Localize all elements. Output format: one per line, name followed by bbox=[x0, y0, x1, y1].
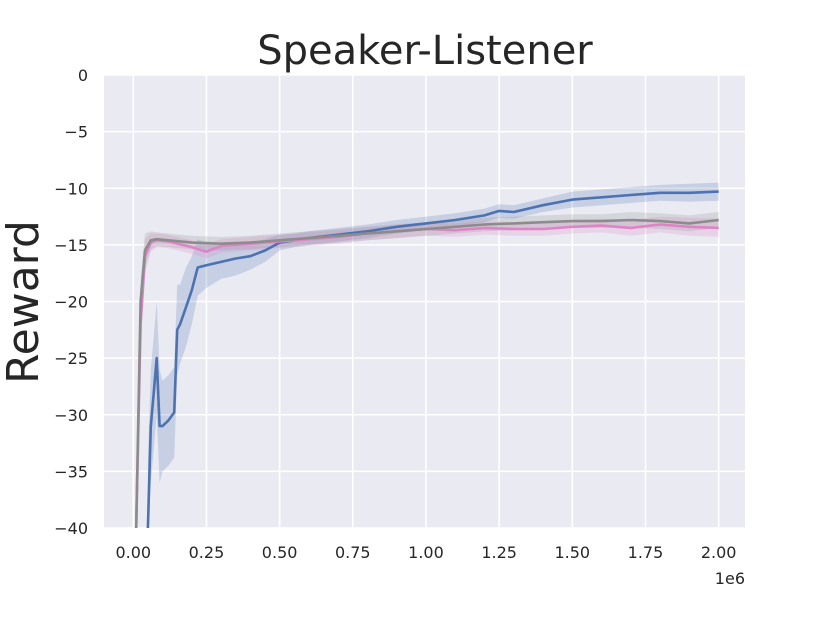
x-offset-label: 1e6 bbox=[715, 569, 745, 588]
y-tick-label: 0 bbox=[78, 66, 88, 85]
chart-title: Speaker-Listener bbox=[257, 28, 593, 74]
grid bbox=[104, 74, 745, 529]
y-tick-label: −30 bbox=[54, 406, 88, 425]
x-tick-label: 1.25 bbox=[481, 543, 517, 562]
series-line-3 bbox=[134, 218, 719, 529]
y-tick-label: −20 bbox=[54, 293, 88, 312]
y-tick-label: −5 bbox=[64, 123, 88, 142]
x-tick-label: 1.00 bbox=[408, 543, 444, 562]
y-tick-labels: 0 −5 −10 −15 −20 −25 −30 −35 −40 bbox=[54, 66, 88, 538]
y-tick-label: −10 bbox=[54, 179, 88, 198]
y-tick-label: −15 bbox=[54, 236, 88, 255]
y-axis-label: Reward bbox=[0, 220, 49, 384]
y-tick-label: −40 bbox=[54, 519, 88, 538]
x-tick-label: 0.75 bbox=[335, 543, 371, 562]
x-tick-label: 0.50 bbox=[262, 543, 298, 562]
x-tick-labels: 0.00 0.25 0.50 0.75 1.00 1.25 1.50 1.75 2.00 bbox=[115, 543, 736, 562]
y-tick-label: −25 bbox=[54, 349, 88, 368]
x-tick-label: 1.50 bbox=[554, 543, 590, 562]
x-tick-label: 2.00 bbox=[701, 543, 737, 562]
x-tick-label: 0.25 bbox=[189, 543, 225, 562]
x-tick-label: 1.75 bbox=[628, 543, 664, 562]
series-line-1 bbox=[146, 190, 719, 529]
y-tick-label: −35 bbox=[54, 462, 88, 481]
x-tick-label: 0.00 bbox=[115, 543, 151, 562]
series-lines bbox=[134, 190, 719, 529]
